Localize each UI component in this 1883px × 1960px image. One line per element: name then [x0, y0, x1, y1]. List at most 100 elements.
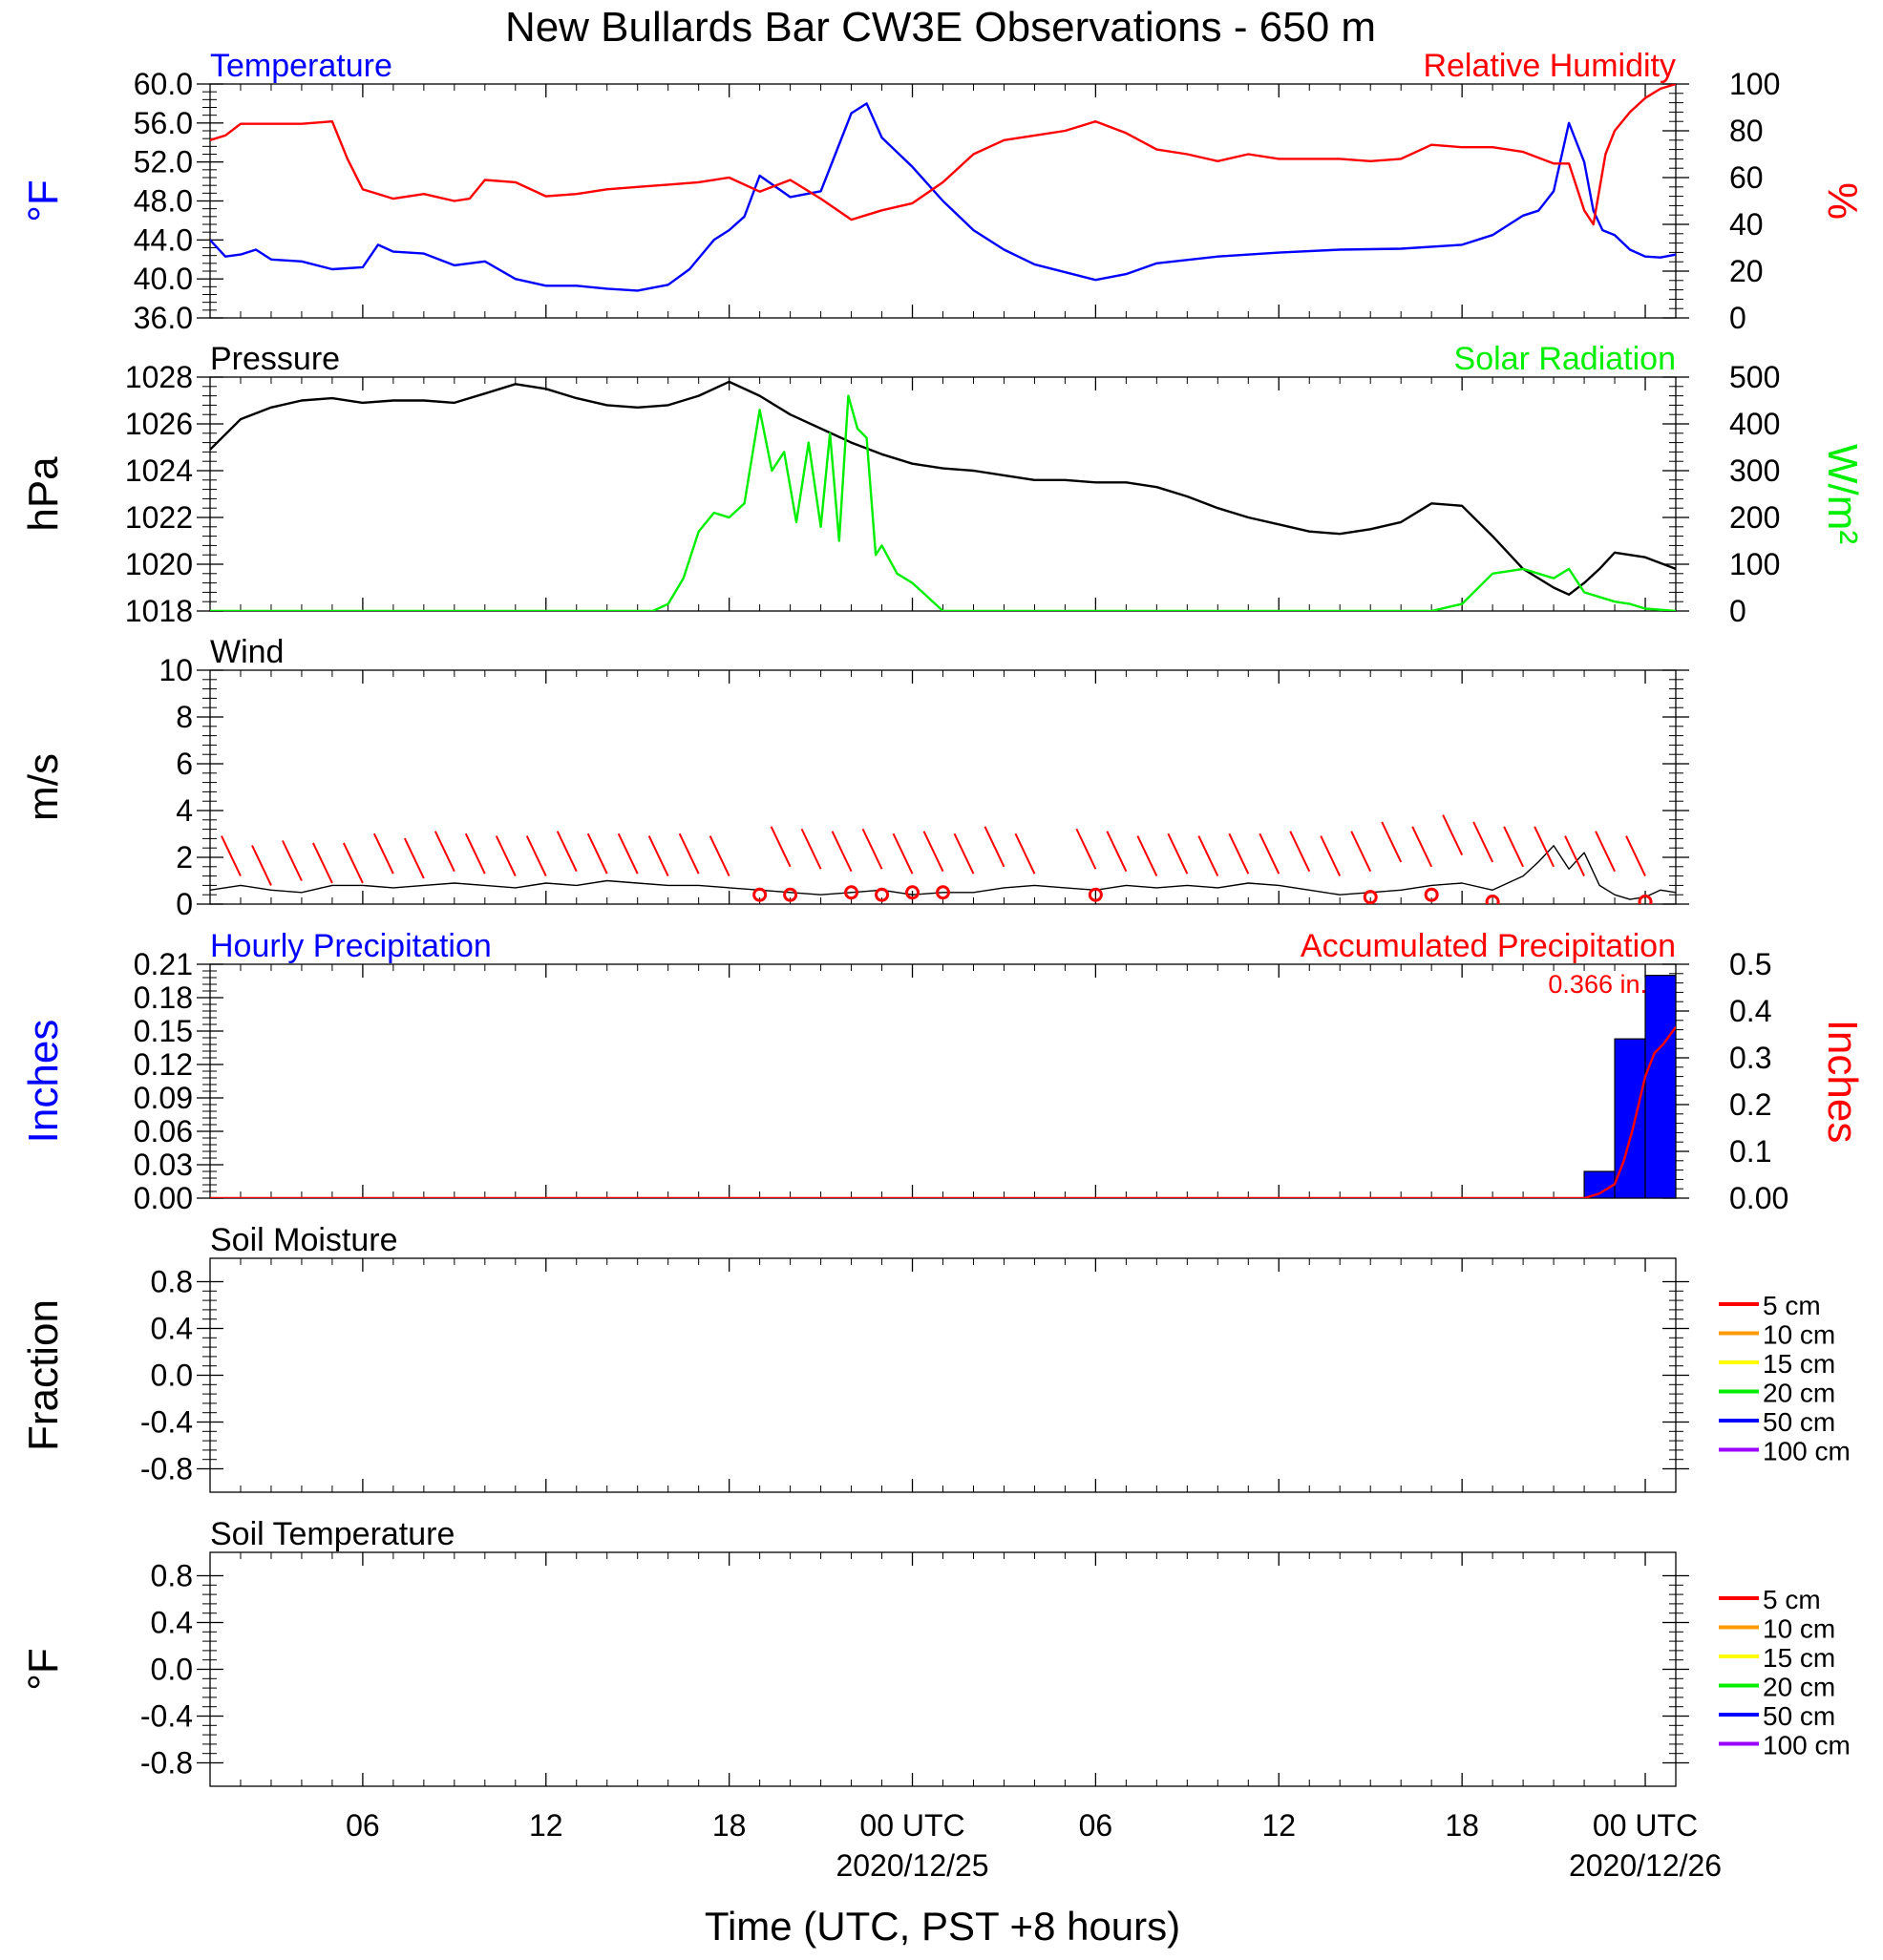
- x-tick-label: 12: [529, 1808, 563, 1843]
- wind-barb: [1564, 835, 1585, 877]
- y-tick-label-left: 1022: [125, 500, 193, 535]
- panel-title-right: Solar Radiation: [1454, 341, 1676, 377]
- panel-3: 0 2 4 6 8 10 Wind m/s: [20, 634, 1689, 921]
- y-tick-label-left: 0.15: [134, 1014, 193, 1048]
- wind-barb: [1167, 832, 1189, 875]
- calm-marker: [905, 885, 920, 900]
- legend-label: 20 cm: [1763, 1379, 1835, 1408]
- y-tick-label-left: 1018: [125, 594, 193, 628]
- y-tick-label-right: 300: [1729, 453, 1780, 488]
- wind-barb: [1350, 831, 1372, 873]
- legend-label: 10 cm: [1763, 1320, 1835, 1350]
- wind-barb: [1534, 826, 1555, 868]
- y-tick-label-left: 0.18: [134, 980, 193, 1015]
- y-tick-label-left: 0.21: [134, 947, 193, 981]
- y-tick-label-left: -0.4: [140, 1405, 193, 1440]
- y-tick-label-left: 0.4: [151, 1312, 193, 1346]
- wind-barb: [800, 828, 822, 870]
- y-tick-label-left: 0.03: [134, 1148, 193, 1182]
- calm-marker: [1485, 895, 1500, 904]
- panel-title-left: Temperature: [210, 48, 392, 84]
- x-tick-label: 06: [1079, 1808, 1113, 1843]
- wind-barb: [1075, 828, 1097, 870]
- y-tick-label-right: 0: [1729, 301, 1746, 335]
- x-tick-date-label: 2020/12/25: [836, 1848, 988, 1883]
- wind-barb: [1595, 831, 1616, 873]
- time-axis: 06 12 18 00 UTC 2020/12/25 06 12 18 00 UTC 2020/1…: [346, 1808, 1722, 1883]
- legend-label: 20 cm: [1763, 1673, 1835, 1702]
- wind-barb: [434, 831, 455, 873]
- y-tick-label-left: 0.12: [134, 1047, 193, 1082]
- y-tick-label-left: 0.8: [151, 1265, 193, 1299]
- panel-2: 1018 1020 1022 1024 1026 1028 0 100 200 300 400 500…: [20, 341, 1866, 628]
- y-tick-label-right: 0.4: [1729, 994, 1771, 1028]
- accumulated-total-label: 0.366 in.: [1548, 970, 1647, 999]
- y-tick-label-left: 1028: [125, 360, 193, 394]
- panel-data: [210, 975, 1676, 1198]
- panel-title-left: Pressure: [210, 341, 340, 377]
- y-tick-label-left: 0.09: [134, 1081, 193, 1115]
- y-tick-label-right: 0.2: [1729, 1087, 1771, 1122]
- figure-title: New Bullards Bar CW3E Observations - 650…: [505, 4, 1376, 51]
- y-tick-label-left: 36.0: [134, 301, 193, 335]
- wind-barb: [251, 844, 272, 886]
- y-tick-label-right: 100: [1729, 67, 1780, 101]
- calm-marker: [936, 885, 950, 900]
- y-tick-label-left: -0.4: [140, 1699, 193, 1734]
- y-tick-label-left: 0.00: [134, 1181, 193, 1215]
- x-tick-label: 06: [346, 1808, 380, 1843]
- series-line-wind-speed: [210, 845, 1676, 900]
- y-tick-label-left: 0.06: [134, 1114, 193, 1149]
- panel-data: [210, 814, 1676, 904]
- y-tick-label-left: 60.0: [134, 67, 193, 101]
- wind-barb: [464, 832, 486, 875]
- wind-barb: [1136, 835, 1158, 877]
- wind-barb: [221, 835, 242, 877]
- panels: 36.040.044.048.052.056.060.0020406080100…: [20, 48, 1866, 1787]
- y-tick-label-left: 0.0: [151, 1359, 193, 1393]
- y-tick-label-left: 6: [176, 747, 193, 781]
- y-axis-label-left: hPa: [20, 456, 67, 532]
- y-tick-label-right: 20: [1729, 254, 1764, 288]
- y-axis-label-left: Inches: [20, 1020, 67, 1144]
- wind-barb: [495, 835, 517, 877]
- y-tick-label-left: 8: [176, 700, 193, 734]
- panel-frame: [209, 1551, 1677, 1787]
- wind-barb: [1503, 826, 1525, 868]
- y-tick-label-right: 0.00: [1729, 1181, 1788, 1215]
- y-tick-label-left: 1024: [125, 453, 193, 488]
- y-tick-label-left: 10: [159, 653, 193, 687]
- panel-data: [210, 380, 1676, 611]
- calm-marker: [1424, 887, 1439, 902]
- wind-barb: [372, 832, 394, 875]
- panel-1: 36.0 40.0 44.048.0 52.0 56.0 60.0 0 20 40 60 80 100…: [20, 48, 1866, 335]
- wind-barb: [1381, 821, 1403, 863]
- panel-title-left: Wind: [210, 634, 284, 670]
- x-tick-label: 18: [712, 1808, 747, 1843]
- y-tick-label-right: 0: [1729, 594, 1746, 628]
- y-tick-label-left: 0.0: [151, 1653, 193, 1687]
- y-axis-label-right: %: [1819, 182, 1866, 220]
- legend-label: 50 cm: [1763, 1701, 1835, 1731]
- series-line-relative-humidity: [210, 84, 1676, 226]
- x-axis-label: Time (UTC, PST +8 hours): [705, 1904, 1180, 1949]
- y-axis-label-right: Inches: [1819, 1020, 1866, 1144]
- wind-barb: [892, 832, 914, 875]
- y-tick-label-right: 400: [1729, 407, 1780, 441]
- wind-barb: [1106, 831, 1128, 873]
- wind-barb: [678, 832, 700, 875]
- wind-barb: [984, 826, 1005, 868]
- y-tick-label-left: 1020: [125, 547, 193, 581]
- wind-barb: [525, 835, 547, 877]
- legend-label: 15 cm: [1763, 1643, 1835, 1673]
- calm-marker: [783, 887, 798, 902]
- y-tick-label-right: 100: [1729, 547, 1780, 581]
- wind-barb: [1259, 832, 1280, 875]
- legend-label: 50 cm: [1763, 1407, 1835, 1437]
- y-tick-label-left: 56.0: [134, 106, 193, 140]
- y-tick-label-right: 0.5: [1729, 947, 1771, 981]
- y-tick-label-right: 80: [1729, 114, 1764, 148]
- y-tick-label-left: 40.0: [134, 262, 193, 296]
- wind-barb: [617, 832, 639, 875]
